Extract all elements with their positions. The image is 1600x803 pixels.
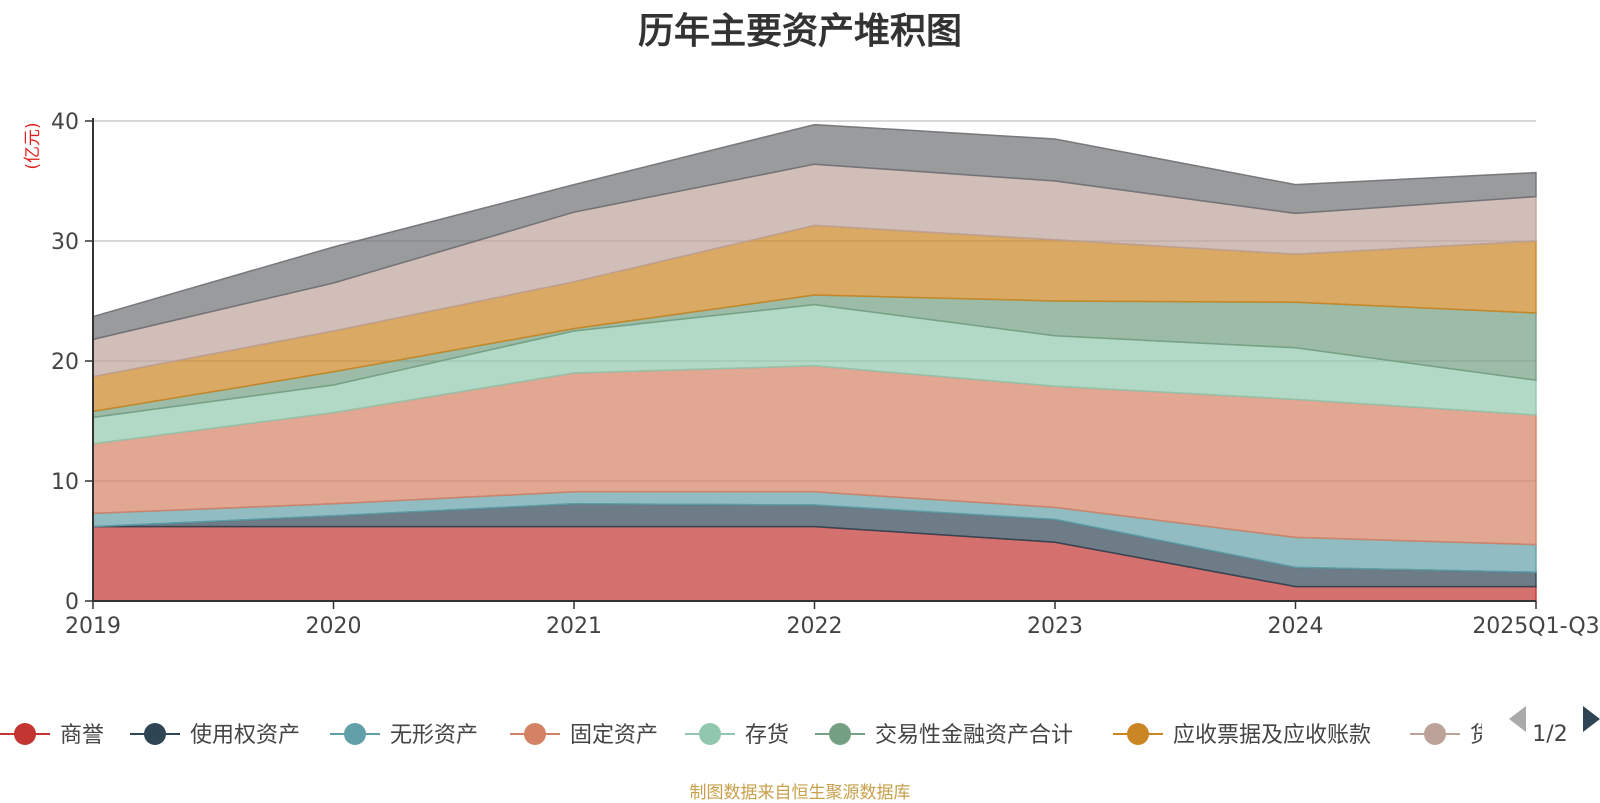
legend-item[interactable]: 无形资产 (330, 723, 478, 748)
y-tick-label: 40 (51, 110, 79, 135)
legend-pager: 1/2 (1509, 706, 1600, 747)
legend-item[interactable]: 使用权资产 (130, 723, 300, 748)
x-tick-label: 2019 (65, 614, 121, 639)
legend-page-indicator: 1/2 (1532, 722, 1567, 747)
legend-item[interactable]: 货 (1410, 723, 1492, 748)
legend-label: 使用权资产 (190, 723, 300, 748)
legend-circle-icon (344, 723, 366, 745)
legend-item[interactable]: 存货 (685, 723, 789, 748)
legend-label: 商誉 (60, 723, 104, 748)
x-tick-label: 2024 (1268, 614, 1324, 639)
legend-item[interactable]: 交易性金融资产合计 (815, 723, 1073, 748)
y-axis-title: (亿元) (23, 122, 43, 169)
x-tick-label: 2020 (306, 614, 362, 639)
y-tick-label: 10 (51, 470, 79, 495)
legend-label: 固定资产 (570, 723, 658, 748)
legend-circle-icon (1424, 723, 1446, 745)
axes: 0 10 20 30 40 2019 2020 2021 2022 2023 2024 2025Q1-… (51, 110, 1600, 639)
legend-item[interactable]: 应收票据及应收账款 (1113, 723, 1371, 748)
legend-circle-icon (14, 723, 36, 745)
x-tick-label: 2021 (546, 614, 602, 639)
y-tick-label: 0 (65, 590, 79, 615)
x-tick-label: 2025Q1-Q3 (1472, 614, 1599, 639)
area-series-group (92, 123, 1537, 602)
area-series-8 (92, 123, 1537, 341)
y-tick-label: 30 (51, 230, 79, 255)
legend-prev-page-icon[interactable] (1509, 706, 1526, 732)
legend-next-page-icon[interactable] (1583, 706, 1600, 732)
legend-item[interactable]: 商誉 (0, 723, 104, 748)
legend-label: 交易性金融资产合计 (875, 723, 1073, 748)
x-tick-label: 2022 (787, 614, 843, 639)
legend-circle-icon (144, 723, 166, 745)
chart-title: 历年主要资产堆积图 (637, 11, 962, 52)
legend-circle-icon (1127, 723, 1149, 745)
legend-label: 无形资产 (390, 723, 478, 748)
legend: 商誉 使用权资产 无形资产 固定资产 存货 交易性金融资产合计 应收票据及应收账款 货 (0, 723, 1492, 748)
legend-label: 存货 (745, 723, 789, 748)
legend-label: 应收票据及应收账款 (1173, 723, 1371, 748)
y-tick-label: 20 (51, 350, 79, 375)
x-tick-label: 2023 (1027, 614, 1083, 639)
legend-item[interactable]: 固定资产 (510, 723, 658, 748)
legend-circle-icon (524, 723, 546, 745)
legend-label: 货 (1470, 723, 1492, 748)
legend-circle-icon (699, 723, 721, 745)
legend-circle-icon (829, 723, 851, 745)
source-note: 制图数据来自恒生聚源数据库 (689, 783, 911, 803)
